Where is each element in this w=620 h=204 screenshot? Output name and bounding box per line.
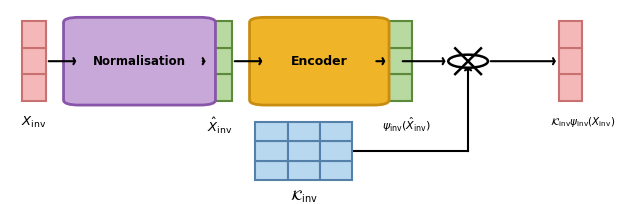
Text: $\psi_{\mathrm{inv}}(\hat{X}_{\mathrm{inv}})$: $\psi_{\mathrm{inv}}(\hat{X}_{\mathrm{in… (382, 115, 430, 134)
Text: $\hat{X}_{\mathrm{inv}}$: $\hat{X}_{\mathrm{inv}}$ (207, 115, 233, 135)
FancyBboxPatch shape (22, 21, 46, 48)
FancyBboxPatch shape (388, 48, 412, 74)
FancyBboxPatch shape (388, 74, 412, 101)
Text: Encoder: Encoder (291, 55, 348, 68)
FancyBboxPatch shape (288, 161, 320, 180)
FancyBboxPatch shape (320, 161, 352, 180)
FancyBboxPatch shape (64, 17, 216, 105)
FancyBboxPatch shape (255, 141, 288, 161)
Text: $\mathcal{K}_{\mathrm{inv}}$: $\mathcal{K}_{\mathrm{inv}}$ (290, 188, 317, 204)
FancyBboxPatch shape (22, 48, 46, 74)
Text: $X_{\mathrm{inv}}$: $X_{\mathrm{inv}}$ (22, 115, 46, 130)
FancyBboxPatch shape (288, 141, 320, 161)
FancyBboxPatch shape (559, 74, 582, 101)
FancyBboxPatch shape (320, 122, 352, 141)
Circle shape (448, 55, 488, 68)
FancyBboxPatch shape (288, 122, 320, 141)
FancyBboxPatch shape (208, 74, 232, 101)
FancyBboxPatch shape (388, 21, 412, 48)
FancyBboxPatch shape (208, 48, 232, 74)
FancyBboxPatch shape (559, 21, 582, 48)
FancyBboxPatch shape (320, 141, 352, 161)
FancyBboxPatch shape (22, 74, 46, 101)
FancyBboxPatch shape (208, 21, 232, 48)
FancyBboxPatch shape (255, 161, 288, 180)
FancyBboxPatch shape (255, 122, 288, 141)
FancyBboxPatch shape (559, 48, 582, 74)
FancyBboxPatch shape (249, 17, 389, 105)
Text: $\mathcal{K}_{\mathrm{inv}}\psi_{\mathrm{inv}}(X_{\mathrm{inv}})$: $\mathcal{K}_{\mathrm{inv}}\psi_{\mathrm… (550, 115, 616, 129)
Text: Normalisation: Normalisation (93, 55, 186, 68)
